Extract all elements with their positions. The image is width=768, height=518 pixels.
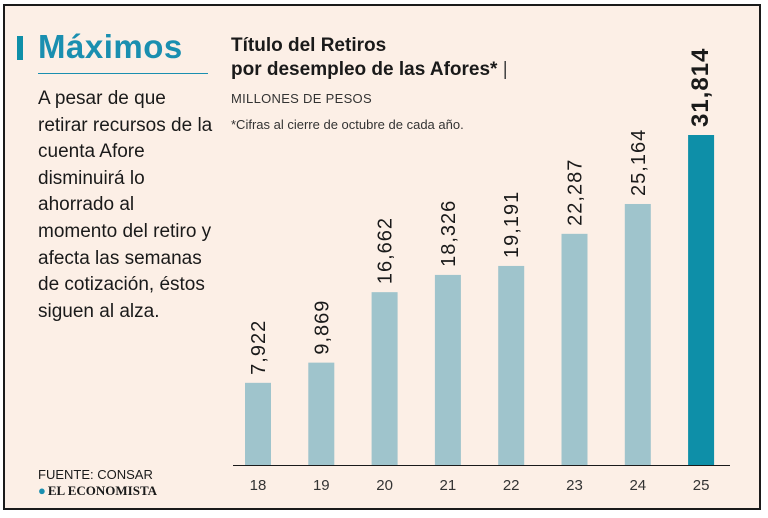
chart-title-line2: por desempleo de las Afores* — [231, 59, 498, 80]
bar-21 — [434, 274, 461, 465]
panel-description: A pesar de que retirar recursos de la cu… — [38, 88, 213, 322]
chart-subtitle: MILLONES DE PESOS — [231, 91, 372, 106]
bar-20 — [371, 292, 398, 465]
x-tick-label-18: 18 — [250, 477, 267, 494]
source-credit: FUENTE: CONSAR — [38, 467, 153, 482]
value-label-25: 31,814 — [687, 48, 714, 127]
bar-18 — [245, 382, 271, 465]
bar-24 — [624, 203, 651, 465]
value-label-20: 16,662 — [375, 217, 397, 284]
x-tick-label-22: 22 — [503, 477, 520, 494]
accent-bar — [17, 36, 23, 60]
bar-19 — [308, 362, 335, 465]
x-tick-label-20: 20 — [376, 477, 393, 494]
bar-22 — [498, 265, 525, 465]
publisher-logo: ● EL ECONOMISTA — [38, 483, 157, 499]
x-tick-label-21: 21 — [440, 477, 457, 494]
value-label-24: 25,164 — [628, 129, 650, 196]
x-tick-label-19: 19 — [313, 477, 330, 494]
logo-globe-icon: ● — [38, 483, 46, 498]
bar-25 — [688, 135, 715, 465]
x-tick-label-25: 25 — [693, 477, 710, 494]
x-tick-label-24: 24 — [629, 477, 646, 494]
title-separator: | — [502, 59, 508, 80]
bar-23 — [561, 233, 588, 465]
chart-title: Título del Retiros por desempleo de las … — [231, 34, 508, 82]
chart-title-line1: Título del Retiros — [231, 35, 387, 56]
panel-title: Máximos — [38, 28, 183, 65]
chart-title-line2-row: por desempleo de las Afores* | — [231, 58, 508, 82]
value-label-21: 18,326 — [438, 200, 460, 267]
bar-chart: 7,922 18 9,869 19 16,662 20 18,326 21 19,191 22 22… — [233, 48, 730, 494]
value-label-19: 9,869 — [311, 300, 333, 355]
chart-note: *Cifras al cierre de octubre de cada año… — [231, 117, 464, 132]
value-label-23: 22,287 — [565, 159, 587, 226]
value-label-22: 19,191 — [501, 191, 523, 258]
title-divider — [38, 73, 208, 74]
x-tick-label-23: 23 — [566, 477, 583, 494]
value-label-18: 7,922 — [248, 320, 270, 375]
logo-text: EL ECONOMISTA — [47, 483, 158, 498]
infographic-frame: Máximos A pesar de que retirar recursos … — [3, 4, 761, 510]
